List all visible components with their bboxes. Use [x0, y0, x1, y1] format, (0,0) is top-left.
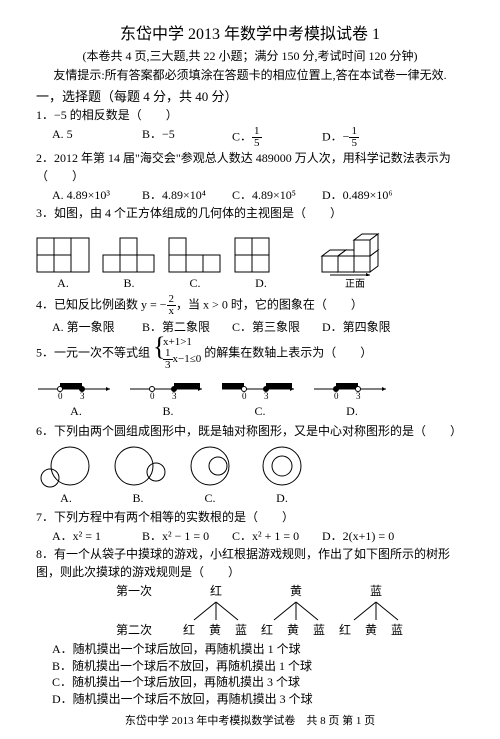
q2-opt-c: C．4.89×10⁵ [232, 187, 322, 204]
q5-fig-b: 0 3 B. [128, 375, 208, 420]
q8-opt-a: A．随机摸出一个球后放回，再随机摸出 1 个球 [52, 641, 464, 658]
q1-opt-b: B．−5 [142, 126, 232, 149]
q3-fig-c: C. [168, 237, 222, 292]
q4-options: A. 第一象限 B．第二象限 C．第三象限 D．第四象限 [52, 319, 464, 336]
q3-ref-solid: 正面 [320, 226, 390, 292]
svg-text:0: 0 [334, 391, 339, 401]
svg-text:3: 3 [356, 391, 361, 401]
q7-opt-a: A．x² = 1 [52, 528, 142, 545]
svg-text:3: 3 [264, 391, 269, 401]
q8-opt-c: C．随机摸出一个球后放回，再随机摸出 3 个球 [52, 674, 464, 691]
question-3: 3．如图，由 4 个正方体组成的几何体的主视图是（ ） [36, 204, 464, 222]
q3-fig-a: A. [36, 237, 90, 292]
page-subtitle: (本卷共 4 页,三大题,共 22 小题；满分 150 分,考试时间 120 分… [36, 48, 464, 65]
q1-opt-d: D．−15 [322, 126, 412, 149]
q4-opt-a: A. 第一象限 [52, 319, 142, 336]
q7-options: A．x² = 1 B．x² − 1 = 0 C．x² + 1 = 0 D．2(x… [52, 528, 464, 545]
q1-opt-a: A. 5 [52, 126, 142, 149]
q8-tree: 第一次 红 黄 蓝 第二次 红 黄 蓝 红 黄 蓝 红 黄 蓝 [116, 583, 464, 639]
q5-fig-d: 0 3 D. [312, 375, 392, 420]
q8-opt-b: B．随机摸出一个球后不放回，再随机摸出 1 个球 [52, 658, 464, 675]
q1-options: A. 5 B．−5 C．15 D．−15 [52, 126, 464, 149]
svg-text:3: 3 [172, 391, 177, 401]
question-1: 1．−5 的相反数是（ ） [36, 106, 464, 124]
q2-options: A. 4.89×10³ B．4.89×10⁴ C．4.89×10⁵ D．0.48… [52, 187, 464, 204]
q5-fig-c: 0 3 C. [220, 375, 300, 420]
page-title: 东岱中学 2013 年数学中考模拟试卷 1 [36, 24, 464, 46]
q6-fig-d: D. [252, 444, 312, 507]
question-7: 7．下列方程中有两个相等的实数根的是（ ） [36, 508, 464, 526]
q4-opt-d: D．第四象限 [322, 319, 412, 336]
q2-opt-b: B．4.89×10⁴ [142, 187, 232, 204]
q6-fig-a: A. [36, 444, 96, 507]
q2-opt-d: D．0.489×10⁶ [322, 187, 412, 204]
svg-text:0: 0 [150, 391, 155, 401]
svg-text:3: 3 [80, 391, 85, 401]
question-4: 4．已知反比例函数 y = −2x，当 x > 0 时，它的图象在（ ） [36, 294, 464, 317]
svg-text:0: 0 [242, 391, 247, 401]
q3-figures: A. B. C. D. [36, 226, 464, 292]
q7-opt-b: B．x² − 1 = 0 [142, 528, 232, 545]
q6-figures: A. B. C. D. [36, 444, 464, 507]
q7-opt-d: D．2(x+1) = 0 [322, 528, 412, 545]
page-hint: 友情提示:所有答案都必须填涂在答题卡的相应位置上,答在本试卷一律无效. [36, 67, 464, 84]
q7-opt-c: C．x² + 1 = 0 [232, 528, 322, 545]
q5-fig-a: 0 3 A. [36, 375, 116, 420]
q5-figures: 0 3 A. 0 3 B. 0 3 C. [36, 375, 464, 420]
q1-opt-c: C．15 [232, 126, 322, 149]
question-6: 6．下列由两个圆组成图形中，既是轴对称图形，又是中心对称图形的是（ ） [36, 422, 464, 440]
q2-opt-a: A. 4.89×10³ [52, 187, 142, 204]
svg-text:0: 0 [58, 391, 63, 401]
question-5: 5．一元一次不等式组 x+1>1 13x−1≤0 的解集在数轴上表示为（ ） [36, 336, 464, 371]
page-footer: 东岱中学 2013 年中考模拟数学试卷 共 8 页 第 1 页 [36, 714, 464, 729]
q3-fig-b: B. [102, 237, 156, 292]
question-8: 8．有一个从袋子中摸球的游戏，小红根据游戏规则，作出了如下图所示的树形图，则此次… [36, 545, 464, 581]
q4-opt-c: C．第三象限 [232, 319, 322, 336]
section-1-heading: 一，选择题（每题 4 分，共 40 分） [36, 88, 464, 106]
q6-fig-b: B. [108, 444, 168, 507]
q3-fig-d: D. [234, 237, 288, 292]
q6-fig-c: C. [180, 444, 240, 507]
question-2: 2．2012 年第 14 届"海交会"参观总人数达 489000 万人次，用科学… [36, 149, 464, 185]
